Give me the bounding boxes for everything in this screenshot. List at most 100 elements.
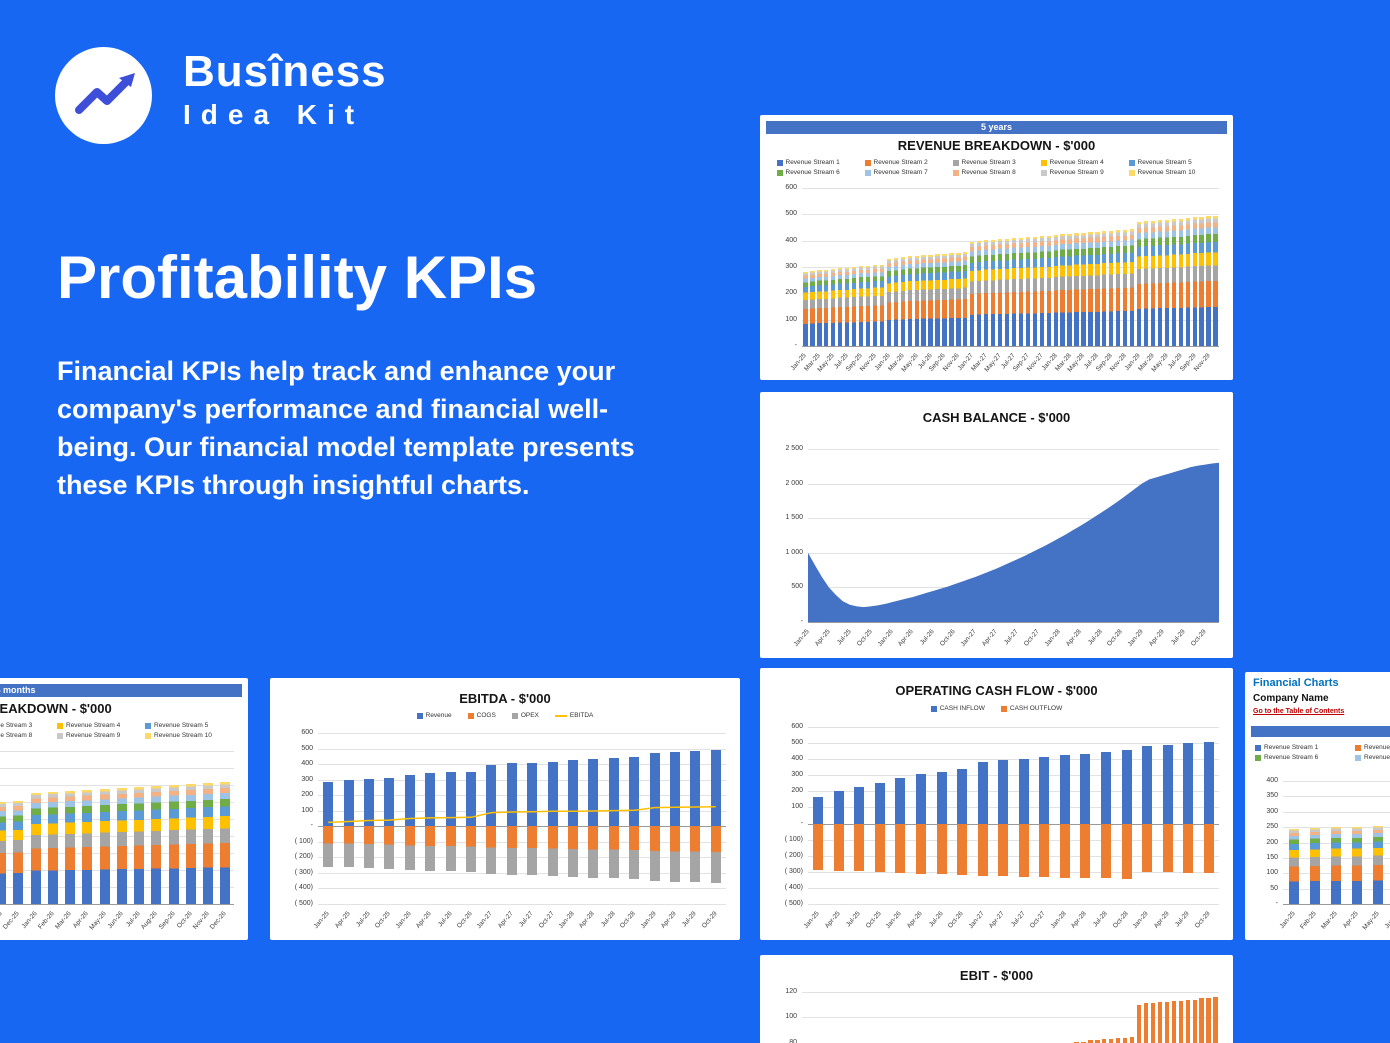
bar-positive [506, 763, 517, 827]
bar [1081, 232, 1086, 346]
gridline [808, 518, 1219, 520]
y-tick-label: 500 [791, 739, 803, 747]
bar [151, 786, 162, 904]
y-tick-label: ( 400) [784, 883, 803, 891]
page-description: Financial KPIs help track and enhance yo… [57, 356, 635, 500]
bar-positive [608, 758, 619, 827]
bar [977, 240, 982, 346]
brand-text: Busîness Idea Kit [183, 48, 387, 131]
bar [203, 782, 214, 904]
page-title: Profitability KPIs [57, 244, 538, 311]
y-tick-label: ( 300) [294, 868, 313, 876]
legend-label: Revenue Stream 4 [66, 722, 121, 729]
bar [1032, 236, 1037, 346]
x-axis [808, 622, 1219, 623]
bar-positive [568, 760, 578, 827]
gridline [0, 785, 234, 786]
bar [1039, 236, 1044, 346]
bar [1143, 221, 1149, 346]
y-tick-label: 300 [301, 775, 313, 783]
gridline [808, 871, 1219, 873]
bar [803, 272, 808, 346]
bar [220, 781, 231, 904]
y-tick-label: 400 [791, 755, 803, 763]
y-tick-label: ( 200) [784, 851, 803, 859]
gridline [808, 791, 1219, 793]
legend-item: Revenue Stream 9 [57, 732, 145, 739]
bar [858, 266, 864, 346]
bar-negative [854, 823, 865, 872]
bar [963, 252, 968, 346]
table-of-contents-link[interactable]: Go to the Table of Contents [1253, 708, 1345, 715]
slide-card-ebitda: EBITDA - $'000 Revenue COGS OPEX EBITDA 600… [270, 678, 740, 940]
gridline [318, 764, 726, 766]
bar [1081, 1041, 1086, 1043]
bar [851, 267, 857, 346]
bar [1199, 998, 1204, 1043]
legend-label: Revenue Stream 10 [154, 732, 212, 739]
y-tick-label: 200 [301, 791, 313, 799]
legend-item: Revenue Stream 7 [864, 169, 953, 176]
bar-positive [916, 774, 927, 824]
legend-marker [1355, 744, 1361, 751]
bar-negative [833, 823, 844, 871]
legend-item: Revenue Stream 10 [145, 732, 233, 739]
gridline [318, 872, 726, 874]
legend-label: OPEX [520, 712, 539, 719]
bar-negative [710, 826, 721, 883]
bar-positive [1121, 750, 1132, 824]
bar [1164, 1002, 1170, 1043]
bar [1178, 1000, 1183, 1043]
y-tick-label: 200 [1266, 838, 1278, 846]
bar-negative [1203, 823, 1214, 874]
gridline [808, 855, 1219, 857]
bar-negative [649, 826, 660, 881]
bar [886, 258, 892, 346]
bar [914, 255, 919, 346]
y-tick-label: 100 [785, 315, 797, 323]
legend-label: Revenue Stream 1 [1264, 744, 1319, 751]
legend-marker [1355, 754, 1361, 761]
period-banner: 5 years [766, 121, 1227, 134]
legend-marker [776, 159, 783, 166]
bar [990, 239, 996, 346]
brand-subname: Idea Kit [183, 99, 365, 130]
legend-marker [864, 169, 871, 176]
bar-positive [649, 752, 660, 827]
legend-label: Revenue Stream 2 [873, 159, 928, 166]
bar [1213, 997, 1218, 1043]
gridline [802, 267, 1219, 268]
bar [1088, 1040, 1093, 1043]
gridline [318, 857, 726, 859]
bar [1185, 999, 1190, 1043]
y-tick-label: 500 [301, 744, 313, 752]
legend-item: Revenue Stream 3 [0, 722, 57, 729]
legend-marker [776, 169, 783, 176]
bar [1095, 231, 1100, 346]
bar [1164, 219, 1170, 346]
slide-card-revenue-breakdown-24m: 24 months REVENUE BREAKDOWN - $'000 Reve… [0, 678, 248, 940]
y-tick-label: ( 400) [294, 884, 313, 892]
y-tick-label: 2 000 [785, 479, 803, 487]
bar [1192, 217, 1197, 346]
legend-marker [1128, 169, 1135, 176]
legend-label: Revenue Stream 6 [1264, 754, 1319, 761]
chart-title: EBIT - $'000 [959, 968, 1034, 983]
legend-label: Revenue Stream 1 [785, 159, 840, 166]
bar [1129, 229, 1135, 346]
bar [1109, 230, 1114, 346]
bar [1116, 230, 1121, 346]
x-axis [318, 826, 726, 828]
bar [1025, 237, 1031, 346]
legend-item: Revenue Stream 5 [1128, 159, 1217, 166]
bar-negative [506, 826, 517, 875]
legend-label: Revenue Stream 5 [1137, 159, 1192, 166]
gridline [808, 775, 1219, 777]
legend-label: Revenue Stream 7 [1364, 754, 1390, 761]
legend-item: Revenue Stream 3 [952, 159, 1041, 166]
company-name: Company Name [1253, 693, 1329, 704]
bar [1157, 1002, 1163, 1043]
bar-positive [629, 757, 640, 827]
y-tick-label: 50 [1270, 884, 1278, 892]
y-tick-label: 500 [791, 583, 803, 591]
